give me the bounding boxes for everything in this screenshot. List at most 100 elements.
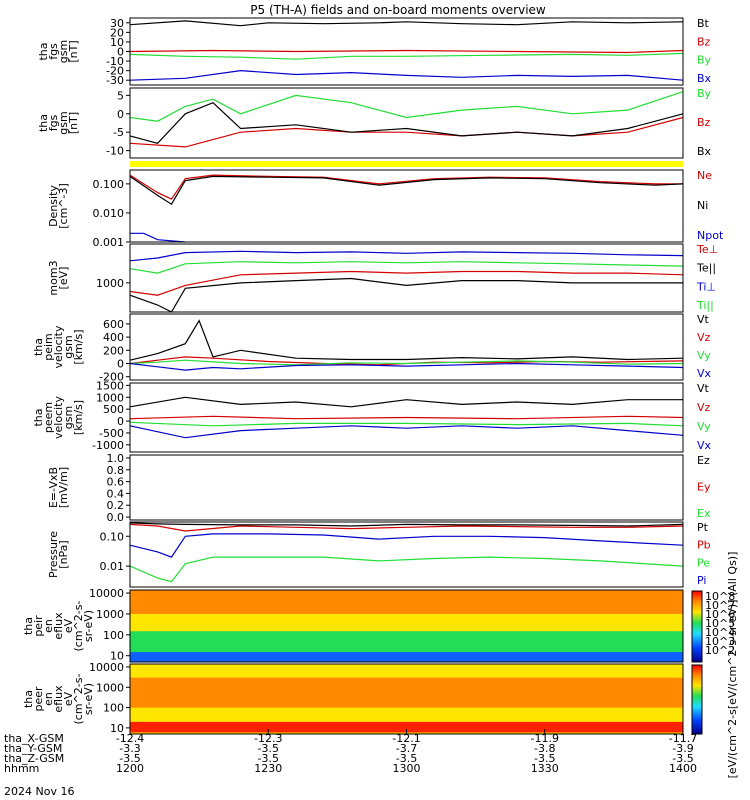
ylabel-line: tha <box>32 408 45 426</box>
legend-Pi: Pi <box>697 574 706 587</box>
ephem-value: -3.9 <box>672 742 693 755</box>
ytick-label: 0.6 <box>107 476 125 489</box>
series-Vt <box>129 319 684 361</box>
legend-Vz: Vz <box>697 401 711 414</box>
legend-Vy: Vy <box>697 420 711 433</box>
ylabel-line: [nT] <box>67 112 80 134</box>
ylabel-line: gsm <box>57 111 70 134</box>
series-Bz <box>129 116 684 148</box>
ephem-value: -3.5 <box>258 752 279 765</box>
panel-frame <box>129 169 684 243</box>
ephem-label: tha_Z-GSM <box>4 752 64 765</box>
series-Ne <box>129 174 683 200</box>
ytick-label: -10 <box>106 145 124 158</box>
ytick-label: 5 <box>117 89 124 102</box>
legend-Te⊥: Te⊥ <box>696 243 718 256</box>
status-bar <box>130 161 683 167</box>
panel-frame <box>129 17 684 86</box>
legend-Npot: Npot <box>697 229 724 242</box>
ytick-label: -5 <box>113 126 124 139</box>
ephem-value: -3.5 <box>119 752 140 765</box>
series-Vx <box>129 425 684 439</box>
series-Pt <box>129 522 684 527</box>
ylabel-line: Pressure <box>47 531 60 578</box>
ylabel-line: (cm^2-s- <box>72 674 85 725</box>
series-Pe <box>129 556 684 583</box>
date-label: 2024 Nov 16 <box>4 785 74 798</box>
ylabel-line: tha <box>22 690 35 708</box>
panel-frame <box>129 454 684 521</box>
series-Npot <box>130 232 186 243</box>
legend-Vt: Vt <box>697 382 710 395</box>
ytick-label: 0 <box>117 415 124 428</box>
band-1 <box>130 631 683 653</box>
legend-Bx: Bx <box>697 72 712 85</box>
legend-Vx: Vx <box>697 367 712 380</box>
ephem-value: -12.3 <box>254 732 282 745</box>
ephem-value: -12.4 <box>116 732 144 745</box>
ytick-label: 600 <box>103 318 124 331</box>
legend-Vz: Vz <box>697 331 711 344</box>
ytick-label: -200 <box>99 371 124 384</box>
ylabel-line: tha <box>22 617 35 635</box>
colorbar: 10^810^710^610^510^410^310^2[eV/(cm^2-s[… <box>691 552 739 778</box>
ylabel-line: fgs <box>47 43 60 60</box>
panel-peer: 10000 1000 100 10 thapeerenefluxeV(cm^2-s-sr… <box>22 661 684 735</box>
ephem-label: tha_Y-GSM <box>4 742 62 755</box>
band-3 <box>130 590 683 614</box>
ytick-label: 1000 <box>96 608 124 621</box>
ephem-value: -3.5 <box>258 742 279 755</box>
ytick-label: 10 <box>110 722 124 735</box>
panel-density: 0.100 0.010 0.001 Density[cm^-3] Ne Ni Npot <box>47 169 724 249</box>
series-Vy <box>129 359 684 366</box>
ephem-label: tha_X-GSM <box>4 732 64 745</box>
ylabel-line: en <box>42 619 55 633</box>
ephem-value: -3.5 <box>396 752 417 765</box>
ytick-label: 0.001 <box>93 236 125 249</box>
ylabel-line: tha <box>37 114 50 132</box>
legend-By: By <box>697 54 712 67</box>
series-Bz <box>129 49 684 54</box>
ephem-value: -3.5 <box>534 752 555 765</box>
ytick-label: 200 <box>103 344 124 357</box>
legend-Ex: Ex <box>697 507 711 520</box>
ylabel-line: gsm <box>62 406 75 429</box>
ytick-label: -10 <box>106 55 124 68</box>
ylabel-line: tha <box>37 42 50 60</box>
colorbar-electron <box>691 664 703 735</box>
legend-Te||: Te|| <box>696 262 716 275</box>
series-Pi <box>129 533 684 558</box>
ytick-label: 500 <box>103 403 124 416</box>
ytick-label: 30 <box>110 17 124 30</box>
legend-Bt: Bt <box>697 17 710 30</box>
ytick-label: 10 <box>110 650 124 663</box>
legend-Pe: Pe <box>697 556 710 569</box>
ylabel-line: sr-eV) <box>82 610 95 642</box>
ytick-label: -1000 <box>92 439 124 452</box>
ephem-value: 1230 <box>254 762 282 775</box>
panel-pressure: 0.10 0.01 Pressure[nPa] Pt Pb Pe Pi <box>47 521 711 588</box>
ylabel-line: gsm <box>62 335 75 358</box>
series-Vx <box>129 362 684 371</box>
ephem-value: -3.3 <box>119 742 140 755</box>
series-Vy <box>129 421 684 427</box>
ytick-label: 0.010 <box>93 207 125 220</box>
series-Vz <box>129 415 684 420</box>
series-Bx <box>129 102 684 144</box>
series-Ni <box>129 175 684 206</box>
panel-temperature: 1000 mom3[eV] Te⊥ Te|| Ti⊥ Ti|| <box>47 243 718 313</box>
colorbar-tick: 10^5 <box>705 617 735 630</box>
ylabel-line: [nPa] <box>57 540 70 568</box>
colorbar-tick: 10^6 <box>705 608 735 621</box>
ytick-label: 1000 <box>96 391 124 404</box>
legend-By: By <box>697 87 712 100</box>
ephem-value: 1200 <box>116 762 144 775</box>
ytick-label: 1500 <box>96 379 124 392</box>
chart-title: P5 (TH-A) fields and on-board moments ov… <box>250 3 546 17</box>
panel-frame <box>129 589 684 663</box>
band-1 <box>130 707 683 722</box>
ytick-label: 10 <box>110 36 124 49</box>
